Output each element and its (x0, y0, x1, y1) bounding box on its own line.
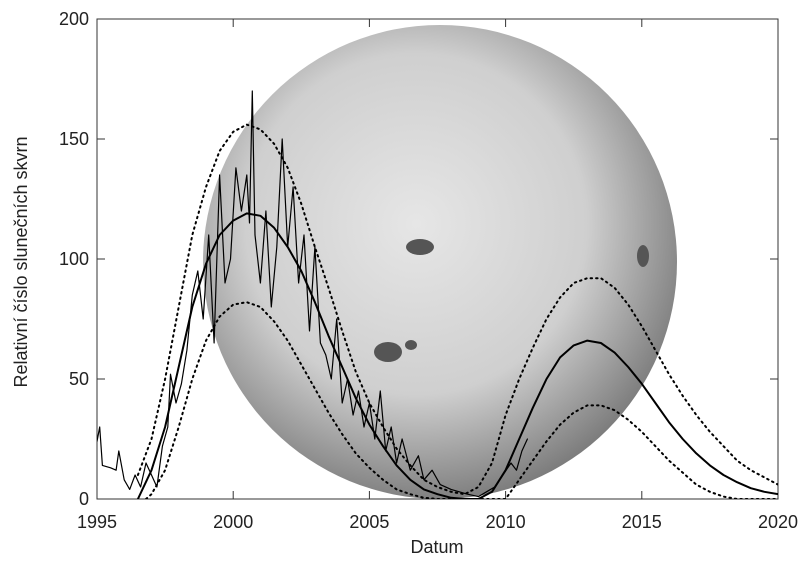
x-axis-label: Datum (410, 537, 463, 557)
y-tick-label: 50 (69, 369, 89, 389)
page: Datum Relativní číslo slunečních skvrn 1… (0, 0, 805, 567)
x-tick-label: 2010 (486, 512, 526, 532)
y-axis-label: Relativní číslo slunečních skvrn (11, 136, 31, 387)
sun-disk (203, 25, 677, 499)
y-tick-label: 200 (59, 9, 89, 29)
y-tick-label: 100 (59, 249, 89, 269)
y-tick-label: 0 (79, 489, 89, 509)
x-tick-label: 2015 (622, 512, 662, 532)
x-tick-label: 2005 (349, 512, 389, 532)
chart: Datum Relativní číslo slunečních skvrn 1… (0, 0, 805, 562)
y-tick-label: 150 (59, 129, 89, 149)
x-tick-label: 2020 (758, 512, 798, 532)
x-tick-label: 1995 (77, 512, 117, 532)
x-tick-label: 2000 (213, 512, 253, 532)
